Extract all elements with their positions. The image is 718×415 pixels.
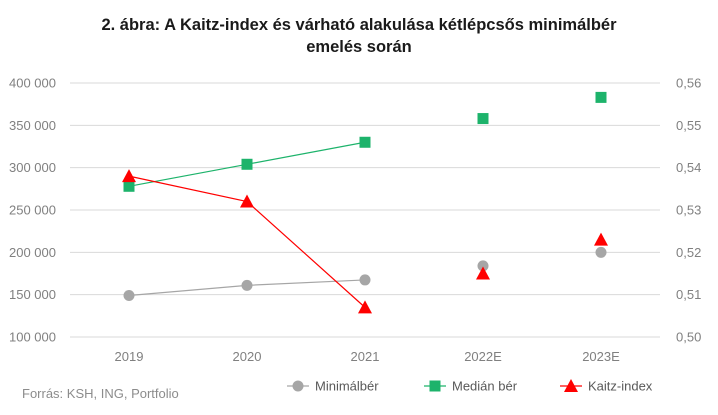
- legend-label: Medián bér: [452, 379, 518, 394]
- y-left-tick-label: 350 000: [9, 118, 56, 133]
- data-point-circle: [595, 246, 607, 258]
- y-left-tick-label: 250 000: [9, 203, 56, 218]
- y-right-tick-label: 0,50: [676, 330, 701, 345]
- legend-marker-triangle: [564, 379, 578, 392]
- data-point-square: [241, 158, 253, 170]
- data-point-circle: [123, 290, 135, 302]
- data-point-square: [595, 91, 607, 103]
- x-tick-label: 2019: [115, 349, 144, 364]
- y-right-tick-label: 0,52: [676, 245, 701, 260]
- data-point-triangle: [358, 300, 372, 314]
- legend-label: Kaitz-index: [588, 379, 653, 394]
- data-point-triangle: [122, 169, 136, 183]
- x-tick-label: 2022E: [464, 349, 502, 364]
- data-point-circle: [477, 260, 489, 272]
- data-point-circle: [241, 279, 253, 291]
- data-point-triangle: [476, 266, 490, 280]
- chart-title: 2. ábra: A Kaitz-index és várható alakul…: [0, 14, 718, 58]
- y-right-tick-label: 0,56: [676, 76, 701, 91]
- y-right-tick-label: 0,55: [676, 118, 701, 133]
- data-point-triangle: [594, 232, 608, 246]
- y-left-tick-label: 150 000: [9, 287, 56, 302]
- x-tick-label: 2020: [233, 349, 262, 364]
- legend-marker-square: [429, 380, 441, 392]
- x-tick-label: 2023E: [582, 349, 620, 364]
- data-point-triangle: [240, 194, 254, 208]
- x-tick-label: 2021: [351, 349, 380, 364]
- source-note: Forrás: KSH, ING, Portfolio: [22, 386, 179, 401]
- data-point-square: [359, 136, 371, 148]
- y-right-tick-label: 0,54: [676, 160, 701, 175]
- legend-label: Minimálbér: [315, 379, 379, 394]
- y-left-tick-label: 200 000: [9, 245, 56, 260]
- legend-marker-circle: [292, 380, 304, 392]
- data-point-circle: [359, 274, 371, 286]
- data-point-square: [477, 113, 489, 125]
- y-right-tick-label: 0,53: [676, 203, 701, 218]
- y-left-tick-label: 300 000: [9, 160, 56, 175]
- y-left-tick-label: 400 000: [9, 76, 56, 91]
- y-left-tick-label: 100 000: [9, 330, 56, 345]
- chart-title-line-1: 2. ábra: A Kaitz-index és várható alakul…: [101, 16, 617, 34]
- y-right-tick-label: 0,51: [676, 287, 701, 302]
- data-point-square: [123, 180, 135, 192]
- chart-title-line-2: emelés során: [306, 38, 412, 56]
